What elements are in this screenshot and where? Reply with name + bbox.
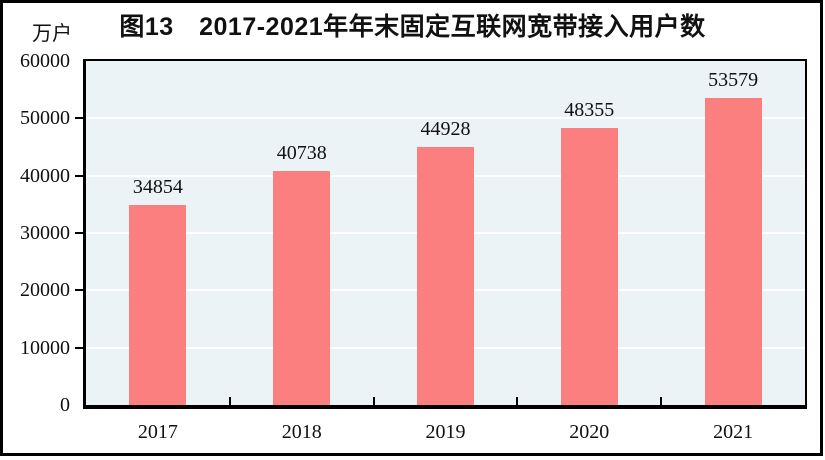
x-axis-tick-mark xyxy=(228,397,231,405)
y-axis-tick-label: 50000 xyxy=(20,107,70,130)
x-axis-category-label: 2017 xyxy=(137,421,178,443)
y-axis-tick-label: 60000 xyxy=(20,50,70,72)
x-axis-category-label: 2021 xyxy=(713,421,754,443)
x-axis-tick-mark xyxy=(660,397,663,405)
bar-value-label: 48355 xyxy=(564,98,615,121)
y-axis-tick-mark xyxy=(75,289,83,292)
chart-title: 图13 2017-2021年年末固定互联网宽带接入用户数 xyxy=(119,13,706,41)
y-axis-tick-mark xyxy=(75,117,83,120)
x-axis-category-label: 2018 xyxy=(281,421,322,443)
bar-value-label: 44928 xyxy=(420,118,471,141)
bar xyxy=(129,205,187,405)
x-axis-tick-mark xyxy=(516,397,519,405)
y-axis-tick-label: 30000 xyxy=(20,222,70,244)
bar xyxy=(704,97,762,405)
y-axis-tick-label: 0 xyxy=(60,394,70,416)
x-axis-category-label: 2020 xyxy=(569,421,610,443)
y-axis-tick-label: 40000 xyxy=(20,164,70,187)
y-axis-tick-mark xyxy=(75,232,83,234)
x-axis-category-label: 2019 xyxy=(425,421,466,443)
bar xyxy=(560,127,618,405)
y-axis-unit-label: 万户 xyxy=(32,23,72,45)
bar-value-label: 40738 xyxy=(276,142,327,165)
y-axis-tick-label: 20000 xyxy=(20,279,70,302)
x-axis-tick-mark xyxy=(372,397,375,405)
bar xyxy=(273,171,331,405)
bar-value-label: 53579 xyxy=(708,68,759,91)
y-axis-tick-mark xyxy=(75,174,83,177)
gridline xyxy=(86,117,805,120)
bar-value-label: 34854 xyxy=(132,176,183,199)
plot-area: 34854 40738 44928 48355 53579 xyxy=(83,59,807,409)
y-axis-tick-label: 10000 xyxy=(20,336,70,359)
y-axis-tick-mark xyxy=(75,346,83,349)
bar xyxy=(417,147,474,405)
